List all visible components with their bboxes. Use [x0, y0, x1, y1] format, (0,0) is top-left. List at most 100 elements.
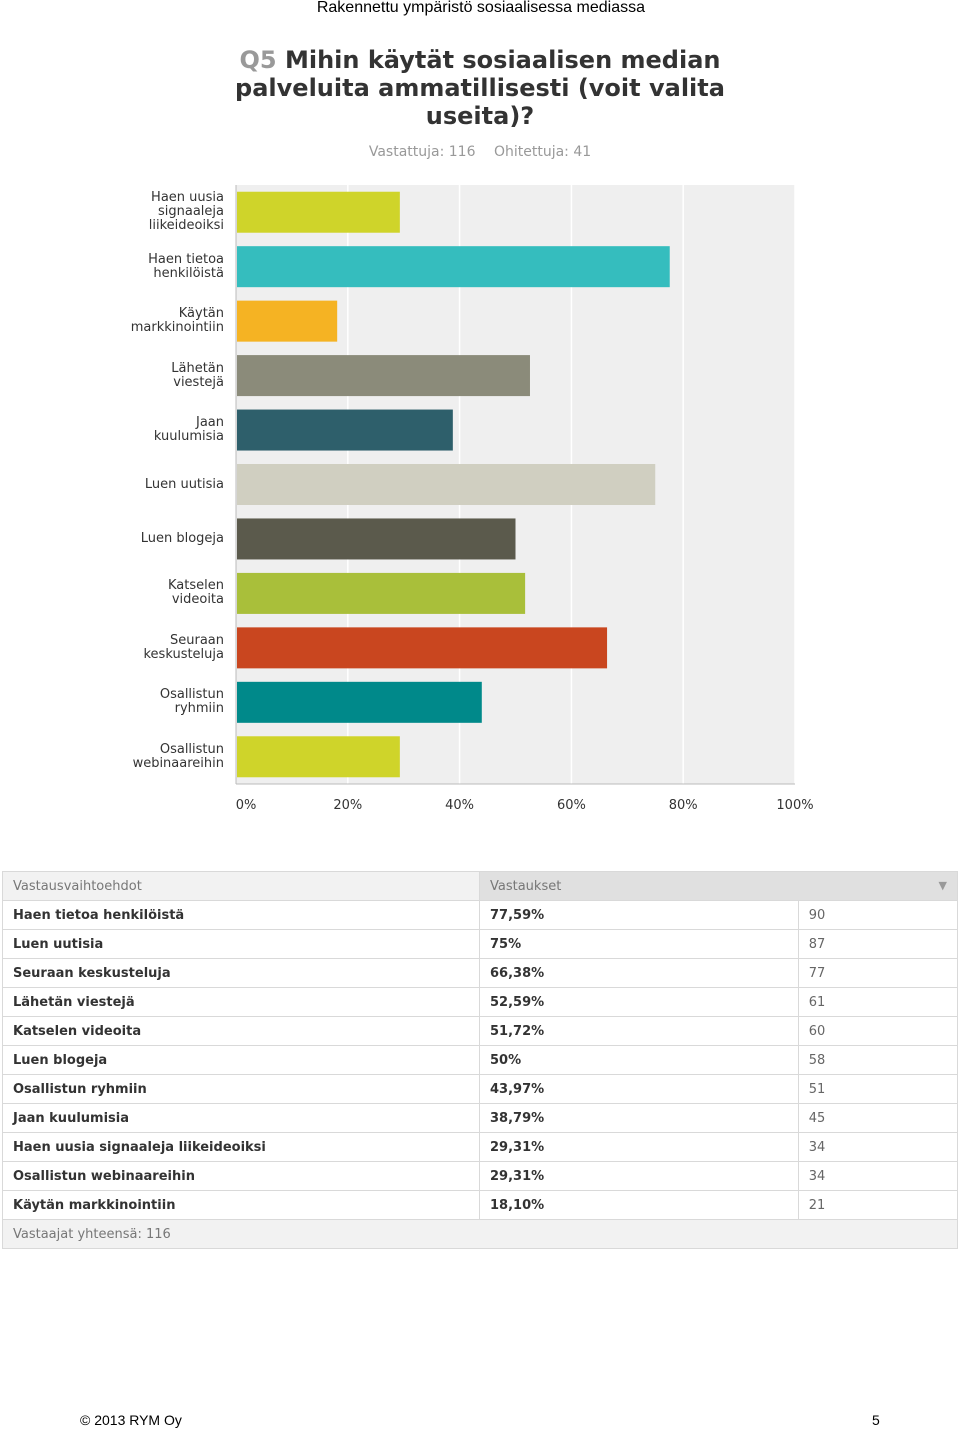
cell-count: 87	[797, 929, 959, 959]
category-label-line: Luen blogeja	[140, 530, 224, 546]
bar	[237, 246, 670, 288]
x-tick-label: 60%	[556, 798, 586, 813]
bar	[237, 681, 482, 723]
category-label: Luen uutisia	[104, 476, 224, 492]
table-row: Käytän markkinointiin 18,10% 21	[2, 1190, 959, 1220]
x-tick-label: 40%	[445, 798, 475, 813]
skipped-count: Ohitettuja: 41	[493, 144, 592, 160]
copyright: © 2013 RYM Oy	[80, 1412, 182, 1428]
table-row: Seuraan keskusteluja 66,38% 77	[2, 958, 959, 988]
category-label-line: videoita	[171, 592, 224, 608]
category-label: Jaan kuulumisia	[104, 416, 224, 444]
total-respondents: Vastaajat yhteensä: 116	[2, 1219, 958, 1249]
cell-count: 21	[797, 1190, 959, 1220]
category-label-line: Luen uutisia	[144, 476, 224, 492]
cell-option: Lähetän viestejä	[2, 987, 480, 1017]
table-row: Osallistun ryhmiin 43,97% 51	[2, 1074, 959, 1104]
cell-count: 77	[797, 958, 959, 988]
category-label: Luen blogeja	[104, 530, 224, 546]
bar	[237, 355, 530, 397]
category-label-line: Osallistun	[159, 741, 224, 757]
category-label-line: signaaleja	[158, 204, 224, 220]
table-row: Haen tietoa henkilöistä 77,59% 90	[2, 900, 959, 930]
cell-count: 45	[797, 1103, 959, 1133]
category-label: Osallistun ryhmiin	[104, 688, 224, 716]
cell-option: Käytän markkinointiin	[2, 1190, 480, 1220]
question-title: Q5 Mihin käytät sosiaalisen median palve…	[210, 46, 750, 130]
table-header-row: Vastausvaihtoehdot Vastaukset ▼	[2, 871, 958, 901]
cell-percent: 18,10%	[479, 1190, 799, 1220]
cell-option: Seuraan keskusteluja	[2, 958, 480, 988]
category-label: Käytän markkinointiin	[104, 307, 224, 335]
bar	[237, 464, 656, 505]
cell-count: 34	[797, 1132, 959, 1162]
category-label-line: Jaan	[195, 415, 224, 431]
cell-percent: 51,72%	[479, 1016, 799, 1046]
sort-caret-icon[interactable]: ▼	[938, 878, 947, 892]
category-label: Osallistun webinaareihin	[104, 741, 224, 771]
category-label-line: Käytän	[178, 306, 224, 322]
category-label-line: Seuraan	[169, 632, 224, 648]
cell-percent: 77,59%	[479, 900, 799, 930]
category-label-line: Katselen	[168, 578, 224, 594]
cell-percent: 38,79%	[479, 1103, 799, 1133]
cell-count: 34	[797, 1161, 959, 1191]
table-body: Haen tietoa henkilöistä 77,59% 90 Luen uuti…	[2, 900, 959, 1220]
category-label-line: markkinointiin	[130, 320, 224, 336]
category-label-line: Lähetän	[171, 360, 224, 376]
cell-count: 58	[797, 1045, 959, 1075]
table-row: Lähetän viestejä 52,59% 61	[2, 987, 959, 1017]
cell-option: Haen uusia signaaleja liikeideoiksi	[2, 1132, 480, 1162]
table-row: Luen blogeja 50% 58	[2, 1045, 959, 1075]
x-tick-label: 100%	[776, 798, 814, 813]
cell-count: 51	[797, 1074, 959, 1104]
cell-percent: 50%	[479, 1045, 799, 1075]
cell-option: Osallistun webinaareihin	[2, 1161, 480, 1191]
category-label: Seuraan keskusteluja	[104, 632, 224, 662]
category-label-line: liikeideoiksi	[148, 218, 224, 234]
cell-option: Luen uutisia	[2, 929, 480, 959]
cell-option: Katselen videoita	[2, 1016, 480, 1046]
category-label-line: Haen uusia	[151, 190, 224, 206]
bar	[237, 518, 516, 560]
cell-percent: 29,31%	[479, 1161, 799, 1191]
cell-option: Osallistun ryhmiin	[2, 1074, 480, 1104]
cell-count: 90	[797, 900, 959, 930]
category-label: Haen uusia signaaleja liikeideoiksi	[104, 191, 224, 233]
category-label: Katselen videoita	[104, 579, 224, 607]
category-label-line: Osallistun	[159, 687, 224, 703]
cell-count: 60	[797, 1016, 959, 1046]
category-label-line: kuulumisia	[153, 429, 224, 445]
table-footer-row: Vastaajat yhteensä: 116	[2, 1219, 958, 1249]
category-label: Haen tietoa henkilöistä	[104, 251, 224, 281]
cell-percent: 29,31%	[479, 1132, 799, 1162]
table-row: Osallistun webinaareihin 29,31% 34	[2, 1161, 959, 1191]
cell-percent: 43,97%	[479, 1074, 799, 1104]
document-header: Rakennettu ympäristö sosiaalisessa media…	[316, 0, 645, 16]
table-row: Haen uusia signaaleja liikeideoiksi 29,31…	[2, 1132, 959, 1162]
header-responses[interactable]: Vastaukset ▼	[479, 871, 958, 901]
bar	[237, 191, 400, 233]
category-label-line: ryhmiin	[174, 701, 224, 717]
category-label-line: Haen tietoa	[148, 251, 224, 267]
bar	[237, 300, 338, 342]
cell-count: 61	[797, 987, 959, 1017]
header-options: Vastausvaihtoehdot	[2, 871, 480, 901]
category-label-line: henkilöistä	[153, 265, 224, 281]
page-number: 5	[872, 1412, 880, 1428]
category-label: Lähetän viestejä	[104, 360, 224, 390]
category-label-line: viestejä	[173, 374, 224, 390]
category-label-line: webinaareihin	[132, 755, 224, 771]
question-text: Mihin käytät sosiaalisen median palvelui…	[235, 46, 725, 130]
bar	[237, 736, 400, 778]
cell-option: Haen tietoa henkilöistä	[2, 900, 480, 930]
x-tick-label: 80%	[668, 798, 698, 813]
bar	[237, 572, 526, 614]
response-counts: Vastattuja: 116 Ohitettuja: 41	[0, 144, 960, 160]
table-row: Katselen videoita 51,72% 60	[2, 1016, 959, 1046]
bar	[237, 409, 453, 451]
cell-percent: 75%	[479, 929, 799, 959]
answered-count: Vastattuja: 116	[368, 144, 476, 160]
bar-chart	[235, 185, 796, 785]
category-label-line: keskusteluja	[143, 646, 224, 662]
